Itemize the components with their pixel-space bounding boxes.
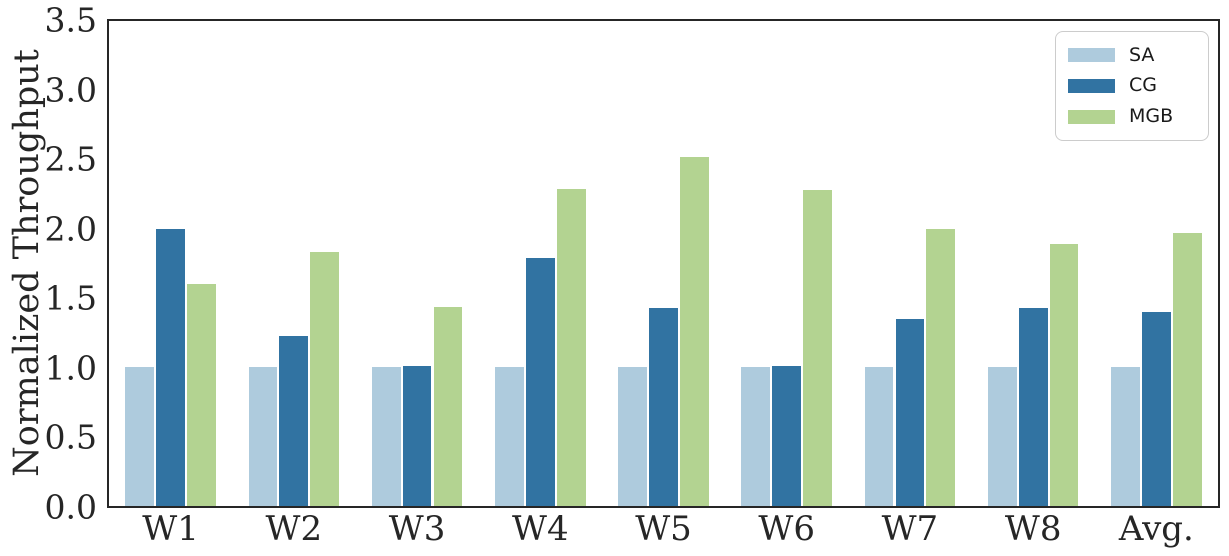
bar-mgb-w4 — [555, 188, 587, 506]
bar-mgb-w8 — [1048, 244, 1080, 506]
bar-cg-w6 — [771, 366, 803, 506]
bar-mgb-avg — [1171, 233, 1203, 506]
bar-cg-avg — [1140, 312, 1172, 506]
legend-item-mgb: MGB — [1068, 107, 1196, 126]
y-tick-label-1.5: 1.5 — [44, 278, 97, 318]
x-tick-label-w4: W4 — [512, 509, 569, 549]
bar-cg-w7 — [894, 318, 926, 506]
bar-sa-w8 — [986, 367, 1018, 506]
bar-mgb-w6 — [802, 190, 834, 506]
legend-swatch-cg — [1068, 78, 1115, 93]
y-axis-label: Normalized Throughput — [7, 49, 47, 477]
legend-label-sa: SA — [1129, 43, 1155, 66]
bar-mgb-w5 — [678, 156, 710, 506]
bar-mgb-w3 — [432, 306, 464, 506]
legend-label-mgb: MGB — [1129, 105, 1174, 128]
y-tick-label-0.5: 0.5 — [44, 417, 97, 457]
y-tick-label-2.5: 2.5 — [44, 139, 97, 179]
bar-cg-w2 — [278, 335, 310, 506]
bar-sa-w2 — [247, 367, 279, 506]
x-tick-label-w3: W3 — [388, 509, 446, 549]
legend-item-cg: CG — [1068, 76, 1196, 95]
bar-sa-w4 — [493, 367, 525, 506]
x-tick-label-w8: W8 — [1004, 509, 1062, 549]
bar-sa-w7 — [863, 367, 895, 506]
bar-cg-w4 — [524, 258, 556, 506]
bar-cg-w3 — [401, 366, 433, 506]
y-tick-label-3.5: 3.5 — [44, 0, 97, 40]
bar-cg-w5 — [648, 307, 679, 506]
x-tick-label-w7: W7 — [881, 509, 939, 549]
bar-sa-w3 — [370, 367, 402, 506]
legend-label-cg: CG — [1129, 74, 1157, 97]
legend-swatch-mgb — [1068, 109, 1115, 124]
y-tick-label-2.0: 2.0 — [44, 209, 97, 249]
legend: SA CG MGB — [1055, 31, 1209, 141]
x-tick-label-w1: W1 — [142, 509, 199, 549]
bar-mgb-w7 — [925, 228, 957, 506]
y-tick-label-0.0: 0.0 — [44, 487, 97, 527]
x-tick-label-w5: W5 — [635, 509, 692, 549]
bar-cg-w1 — [155, 228, 187, 506]
bar-cg-w8 — [1017, 307, 1049, 506]
x-tick-label-avg: Avg. — [1118, 509, 1194, 549]
x-tick-label-w6: W6 — [758, 509, 815, 549]
bar-mgb-w2 — [309, 252, 341, 506]
bar-sa-avg — [1110, 367, 1141, 506]
bar-sa-w5 — [617, 367, 648, 506]
bar-sa-w6 — [740, 367, 772, 506]
legend-swatch-sa — [1068, 48, 1115, 63]
bar-sa-w1 — [124, 367, 156, 506]
y-tick-label-1.0: 1.0 — [44, 348, 97, 388]
legend-item-sa: SA — [1068, 43, 1196, 66]
bar-mgb-w1 — [186, 284, 217, 506]
x-tick-label-w2: W2 — [265, 509, 323, 549]
plot-area — [107, 19, 1220, 508]
y-tick-label-3.0: 3.0 — [44, 70, 97, 110]
